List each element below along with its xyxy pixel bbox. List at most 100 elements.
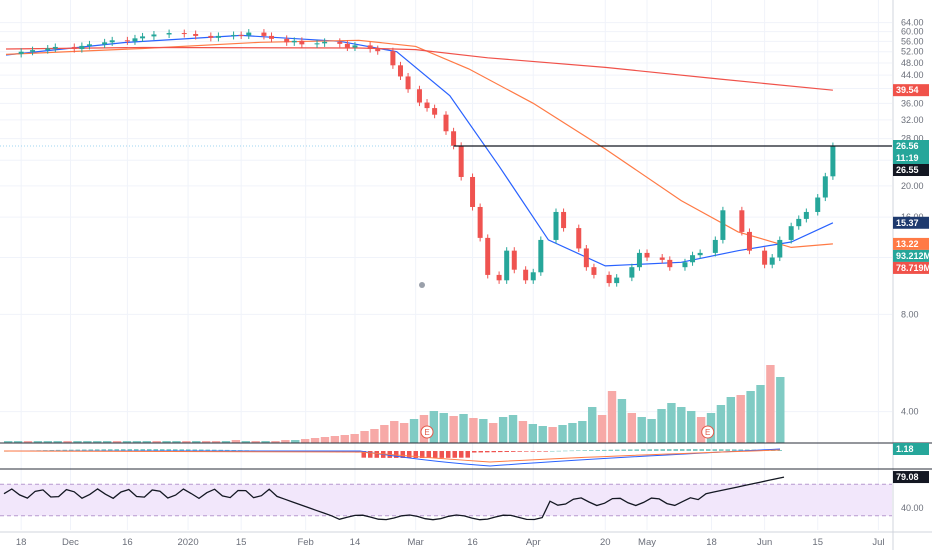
x-tick-label: Feb	[297, 537, 313, 548]
volume-bar	[380, 425, 389, 443]
x-tick-label: Dec	[62, 537, 79, 548]
volume-bar	[736, 395, 745, 443]
volume-bar	[162, 441, 171, 443]
y-tick-label: 56.00	[901, 36, 924, 46]
volume-bar	[766, 365, 775, 443]
countdown-tag: 11:19	[896, 153, 919, 163]
candle-body	[405, 76, 411, 90]
macd-histogram-bar	[693, 449, 698, 451]
rsi-pane	[0, 476, 892, 521]
macd-histogram-bar	[56, 449, 61, 451]
candle-body	[629, 267, 635, 278]
volume-current-tag: 93.212M	[896, 251, 931, 261]
candle-body	[530, 272, 536, 281]
candle-body	[231, 34, 237, 36]
earnings-marker-label: E	[705, 428, 710, 437]
macd-histogram-bar	[660, 449, 665, 451]
macd-histogram-bar	[589, 450, 594, 451]
candle-body	[591, 267, 597, 275]
candle-body	[375, 49, 381, 52]
macd-histogram-bar	[459, 451, 464, 458]
volume-current-tag-bg	[893, 249, 929, 262]
candle-body	[697, 252, 703, 256]
candle-body	[606, 274, 612, 284]
volume-bar	[370, 429, 379, 443]
macd-histogram-bar	[686, 449, 691, 451]
macd-histogram-bar	[647, 449, 652, 451]
volume-bar	[508, 415, 518, 443]
candle-body	[796, 218, 802, 227]
candle-body	[788, 226, 794, 240]
volume-bar	[746, 391, 755, 443]
macd-histogram-bar	[62, 449, 67, 451]
candle-body	[181, 33, 187, 35]
macd-histogram-bar	[218, 449, 223, 451]
x-tick-label: 2020	[177, 537, 198, 548]
macd-histogram-bar	[615, 449, 620, 451]
macd-histogram-bar	[706, 449, 711, 451]
candle-body	[71, 46, 77, 50]
macd-histogram-bar	[582, 450, 587, 451]
y-tick-label: 64.00	[901, 18, 924, 28]
y-tick-label: 20.00	[901, 181, 924, 191]
candle-body	[367, 45, 373, 50]
candle-body	[132, 38, 138, 42]
ma-short-tag: 15.37	[896, 218, 919, 228]
candle-body	[140, 36, 146, 39]
macd-histogram-bar	[134, 449, 139, 451]
macd-histogram-bar	[192, 449, 197, 451]
volume-bar	[657, 409, 666, 443]
volume-bar	[63, 441, 72, 443]
macd-histogram-bar	[504, 451, 509, 452]
volume-average-tag-bg	[893, 261, 929, 274]
macd-histogram-bar	[608, 449, 613, 451]
candle-body	[523, 269, 529, 281]
macd-histogram-bar	[199, 449, 204, 451]
volume-bar	[568, 423, 577, 443]
candle-body	[291, 40, 297, 43]
alarm-icon	[419, 282, 425, 288]
macd-histogram-bar	[413, 451, 418, 458]
macd-histogram-bar	[680, 449, 685, 451]
volume-bar	[409, 419, 419, 443]
candle-body	[477, 206, 483, 238]
volume-bar	[439, 413, 448, 443]
candle-body	[284, 38, 290, 43]
macd-histogram-bar	[569, 450, 574, 452]
macd-signal-line	[3, 449, 781, 463]
rsi-y-tick-label: 40.00	[901, 503, 924, 513]
macd-histogram-bar	[394, 451, 399, 458]
candle-body	[769, 257, 775, 265]
moving-average-line	[5, 46, 833, 91]
volume-bar	[251, 441, 260, 443]
candle-body	[416, 89, 422, 103]
candle-body	[822, 176, 828, 198]
volume-bar	[132, 441, 142, 443]
candle-body	[314, 43, 320, 45]
rsi-tag-bg	[893, 471, 929, 484]
macd-histogram-bar	[654, 449, 659, 451]
volume-bar	[528, 424, 538, 443]
macd-histogram-bar	[212, 449, 217, 451]
candle-body	[815, 197, 821, 212]
macd-histogram-bar	[121, 449, 126, 451]
volume-bar	[518, 421, 528, 443]
volume-bar	[122, 441, 132, 443]
volume-bar	[53, 441, 62, 443]
candle-body	[538, 239, 544, 273]
volume-bar	[578, 421, 587, 443]
macd-histogram-bar	[114, 449, 119, 451]
volume-bar	[756, 385, 765, 443]
candle-body	[109, 40, 115, 43]
volume-bar	[261, 441, 270, 443]
candle-body	[52, 46, 58, 49]
candle-body	[739, 210, 745, 232]
candle-body	[712, 239, 718, 253]
candles[interactable]	[18, 29, 836, 287]
macd-histogram-bar	[69, 449, 74, 451]
candle-body	[124, 40, 130, 42]
x-tick-label: Mar	[407, 537, 423, 548]
candle-body	[432, 108, 438, 115]
candle-body	[470, 176, 476, 207]
